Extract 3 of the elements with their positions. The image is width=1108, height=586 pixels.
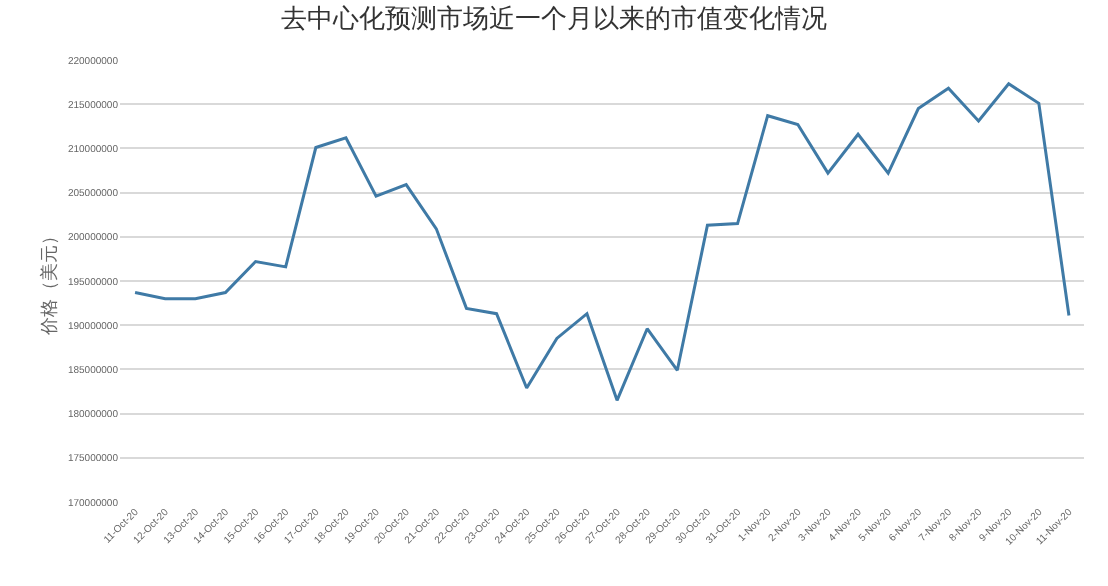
chart-title: 去中心化预测市场近一个月以来的市值变化情况 <box>281 2 827 33</box>
y-axis-title: 价格（美元） <box>38 227 59 337</box>
line-series <box>133 82 1071 402</box>
